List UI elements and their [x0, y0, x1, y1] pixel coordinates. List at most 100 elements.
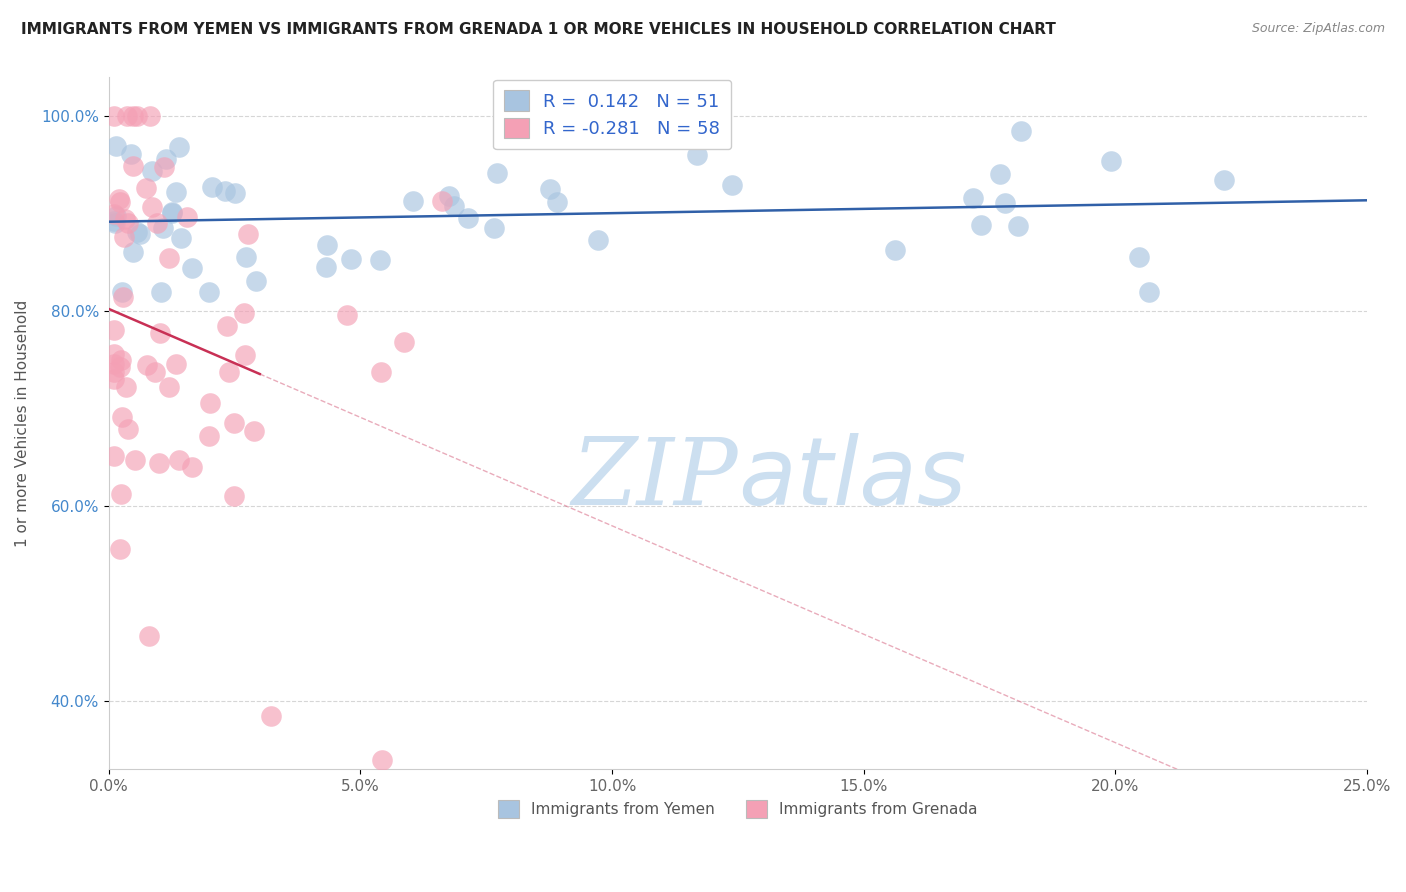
Point — [260, 709, 283, 723]
Point — [370, 252, 392, 267]
Point — [242, 424, 264, 438]
Point — [1212, 173, 1234, 187]
Point — [157, 380, 180, 394]
Point — [457, 211, 479, 226]
Point — [884, 243, 907, 257]
Point — [141, 200, 163, 214]
Point — [110, 195, 132, 210]
Text: atlas: atlas — [738, 434, 966, 524]
Point — [437, 189, 460, 203]
Point — [233, 348, 256, 362]
Point — [153, 160, 176, 174]
Point — [122, 159, 145, 173]
Point — [1010, 124, 1032, 138]
Point — [392, 335, 415, 350]
Point — [135, 358, 157, 372]
Point — [127, 110, 149, 124]
Point — [546, 195, 568, 210]
Text: Source: ZipAtlas.com: Source: ZipAtlas.com — [1251, 22, 1385, 36]
Point — [103, 372, 125, 386]
Point — [141, 164, 163, 178]
Point — [218, 365, 240, 379]
Point — [1007, 219, 1029, 233]
Point — [110, 352, 132, 367]
Point — [224, 186, 246, 200]
Point — [105, 138, 128, 153]
Point — [103, 365, 125, 379]
Point — [1128, 250, 1150, 264]
Point — [167, 140, 190, 154]
Point — [340, 252, 363, 266]
Y-axis label: 1 or more Vehicles in Household: 1 or more Vehicles in Household — [15, 300, 30, 547]
Point — [103, 323, 125, 337]
Point — [143, 365, 166, 379]
Point — [245, 274, 267, 288]
Point — [224, 489, 246, 503]
Point — [103, 347, 125, 361]
Point — [108, 541, 131, 556]
Point — [198, 396, 221, 410]
Point — [1099, 153, 1122, 168]
Point — [720, 178, 742, 193]
Point — [215, 318, 238, 333]
Point — [970, 218, 993, 232]
Point — [962, 191, 984, 205]
Point — [107, 192, 129, 206]
Point — [103, 207, 125, 221]
Point — [152, 221, 174, 235]
Point — [114, 211, 136, 226]
Point — [315, 238, 337, 252]
Point — [370, 366, 392, 380]
Point — [135, 181, 157, 195]
Point — [165, 185, 187, 199]
Point — [176, 210, 198, 224]
Point — [122, 110, 145, 124]
Point — [402, 194, 425, 208]
Point — [139, 110, 162, 124]
Point — [336, 308, 359, 322]
Point — [170, 231, 193, 245]
Point — [150, 285, 173, 299]
Point — [167, 452, 190, 467]
Point — [233, 306, 256, 320]
Point — [198, 285, 221, 299]
Point — [371, 753, 394, 767]
Point — [224, 416, 246, 430]
Point — [115, 110, 138, 124]
Point — [181, 260, 204, 275]
Point — [120, 147, 142, 161]
Point — [110, 487, 132, 501]
Point — [145, 216, 167, 230]
Point — [111, 409, 134, 424]
Point — [128, 227, 150, 241]
Point — [1137, 285, 1160, 299]
Point — [586, 233, 609, 247]
Point — [486, 166, 509, 180]
Point — [104, 210, 127, 224]
Point — [117, 216, 139, 230]
Point — [148, 456, 170, 470]
Point — [443, 198, 465, 212]
Point — [236, 227, 259, 241]
Point — [103, 110, 125, 124]
Point — [117, 422, 139, 436]
Point — [155, 153, 177, 167]
Point — [103, 449, 125, 463]
Point — [103, 214, 125, 228]
Point — [432, 194, 454, 208]
Point — [165, 358, 187, 372]
Point — [198, 429, 221, 443]
Point — [686, 147, 709, 161]
Point — [214, 184, 236, 198]
Point — [160, 205, 183, 219]
Point — [988, 168, 1011, 182]
Point — [160, 206, 183, 220]
Point — [112, 290, 135, 304]
Point — [315, 260, 337, 274]
Point — [121, 245, 143, 260]
Point — [235, 251, 257, 265]
Legend: Immigrants from Yemen, Immigrants from Grenada: Immigrants from Yemen, Immigrants from G… — [492, 794, 984, 824]
Point — [149, 326, 172, 341]
Point — [103, 357, 125, 371]
Point — [111, 285, 134, 299]
